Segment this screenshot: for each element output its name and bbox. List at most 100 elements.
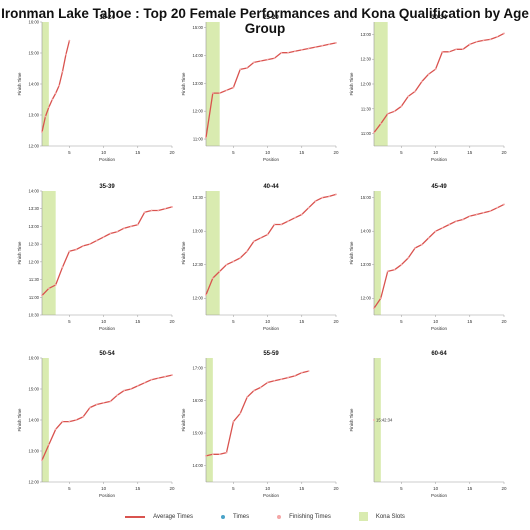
y-tick-label: 11:00 xyxy=(29,295,40,300)
finishing-time-point xyxy=(246,250,248,253)
x-tick-label: 10 xyxy=(265,319,271,324)
finishing-time-point xyxy=(328,43,331,46)
y-tick-label: 11:30 xyxy=(29,277,40,282)
y-tick-label: 15:00 xyxy=(193,431,204,436)
finishing-time-point xyxy=(455,48,458,51)
finishing-time-point xyxy=(407,257,410,259)
finishing-time-point xyxy=(314,200,317,202)
x-tick-label: 15 xyxy=(299,319,305,324)
finishing-time-point xyxy=(218,270,221,273)
y-tick-label: 12:00 xyxy=(361,82,372,87)
finishing-time-point xyxy=(232,260,235,263)
y-tick-label: 17:00 xyxy=(193,365,204,370)
y-axis-label: Finish Time xyxy=(349,72,354,96)
finishing-time-point xyxy=(47,287,50,290)
finishing-time-point xyxy=(136,385,139,387)
finishing-time-point xyxy=(280,223,283,226)
chart-panel: 45-49 5 10 15 20 Position 12:00 13:00 14:00 15:00… xyxy=(349,184,507,331)
finishing-time-point xyxy=(373,307,375,310)
finishing-time-point xyxy=(157,377,160,380)
finishing-time-point xyxy=(218,92,221,94)
kona-slots-band xyxy=(42,358,49,482)
kona-slots-band xyxy=(42,22,49,146)
chart-title: 35-39 xyxy=(99,184,115,190)
chart-title: 50-54 xyxy=(99,351,115,357)
y-tick-label: 14:00 xyxy=(193,53,204,58)
finishing-time-point xyxy=(300,213,303,216)
chart-panel: 18-24 5 10 15 20 Position 12:00 13:00 14:00 15:00… xyxy=(17,15,175,162)
finishing-time-point xyxy=(205,136,207,139)
y-tick-label: 13:00 xyxy=(29,449,40,454)
finishing-time-point xyxy=(489,210,492,213)
finishing-time-point xyxy=(273,223,276,226)
finishing-time-point xyxy=(414,247,416,249)
finishing-time-point xyxy=(41,131,43,133)
finishing-time-point xyxy=(280,378,283,381)
average-times-line xyxy=(41,374,173,461)
finishing-time-point xyxy=(44,115,47,118)
finishing-time-point xyxy=(68,250,71,253)
x-tick-label: 5 xyxy=(68,486,71,491)
finishing-time-point xyxy=(482,211,485,214)
x-tick-label: 10 xyxy=(433,486,439,491)
legend: Average Times Times Finishing Times Kona… xyxy=(0,512,530,521)
x-tick-label: 15 xyxy=(467,150,473,155)
x-tick-label: 5 xyxy=(232,486,235,491)
x-tick-label: 15 xyxy=(135,319,141,324)
y-tick-label: 16:00 xyxy=(29,20,40,25)
chart-panel: 50-54 5 10 15 20 Position 12:00 13:00 14:00 15:00… xyxy=(17,351,175,498)
x-tick-label: 10 xyxy=(101,150,107,155)
finishing-time-point xyxy=(130,388,132,390)
x-tick-label: 10 xyxy=(433,319,439,324)
finishing-time-point xyxy=(266,233,269,236)
finishing-time-point xyxy=(211,277,214,280)
finishing-time-point xyxy=(218,453,221,456)
finishing-time-point xyxy=(171,374,173,376)
chart-panel: 60-64 5 10 15 20 Position Finish Time 15:42:34 xyxy=(349,351,507,498)
x-tick-label: 5 xyxy=(232,319,235,324)
finishing-time-point xyxy=(475,213,478,216)
finishing-time-point xyxy=(95,239,98,242)
finishing-time-point xyxy=(259,237,262,239)
finishing-time-point xyxy=(51,98,54,101)
finishing-time-point xyxy=(88,243,91,246)
y-tick-label: 11:00 xyxy=(361,131,372,136)
x-axis-label: Position xyxy=(431,493,448,498)
finishing-time-point xyxy=(273,57,276,60)
y-axis-label: Finish Time xyxy=(17,408,22,432)
y-tick-label: 12:00 xyxy=(29,480,40,485)
average-times-line xyxy=(41,206,173,296)
finishing-time-point xyxy=(393,268,396,271)
finishing-time-point xyxy=(307,370,310,372)
finishing-time-point xyxy=(420,243,423,246)
finishing-time-point xyxy=(321,44,324,47)
y-tick-label: 16:00 xyxy=(29,356,40,361)
legend-finishing-swatch xyxy=(277,514,282,519)
finishing-time-point xyxy=(393,110,396,113)
legend-average-label: Average Times xyxy=(153,513,194,520)
y-axis-label: Finish Time xyxy=(181,72,186,96)
finishing-time-point xyxy=(68,420,71,423)
x-tick-label: 20 xyxy=(333,486,339,491)
finishing-time-point xyxy=(300,371,303,374)
y-tick-label: 13:00 xyxy=(29,224,40,229)
chart-title: 40-44 xyxy=(263,184,279,190)
finishing-time-point xyxy=(252,240,255,243)
finishing-time-point xyxy=(232,86,235,89)
x-tick-label: 20 xyxy=(501,486,507,491)
y-tick-label: 13:00 xyxy=(193,81,204,86)
x-tick-label: 10 xyxy=(101,486,107,491)
finishing-time-point xyxy=(82,245,84,247)
x-tick-label: 20 xyxy=(169,150,175,155)
y-tick-label: 10:30 xyxy=(29,313,40,318)
finishing-time-point xyxy=(441,226,444,229)
finishing-time-point xyxy=(61,266,64,269)
chart-title: 18-24 xyxy=(99,15,115,21)
y-axis-label: Finish Time xyxy=(349,408,354,432)
y-axis-label: Finish Time xyxy=(181,241,186,265)
finishing-time-point xyxy=(61,420,64,423)
finishing-time-point xyxy=(225,451,228,454)
finishing-time-point xyxy=(496,206,499,209)
point-label: 15:42:34 xyxy=(376,418,393,423)
